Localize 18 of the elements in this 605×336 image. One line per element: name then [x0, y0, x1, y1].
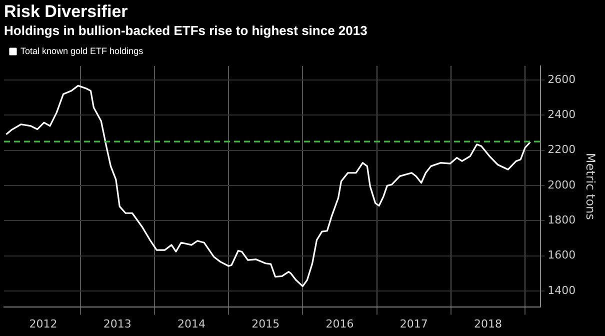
- x-tick-label: 2016: [326, 317, 354, 330]
- y-tick-label: 1800: [548, 214, 576, 227]
- x-tick-label: 2015: [252, 317, 280, 330]
- legend-label: Total known gold ETF holdings: [20, 46, 144, 56]
- x-tick-label: 2012: [29, 317, 58, 330]
- y-tick-label: 2200: [548, 143, 576, 156]
- y-tick-label: 2600: [548, 72, 576, 86]
- x-tick-label: 2013: [103, 317, 132, 330]
- y-tick-label: 1600: [548, 248, 576, 262]
- y-tick-label: 1400: [548, 284, 576, 297]
- x-tick-label: 2018: [474, 317, 502, 330]
- y-tick-label: 2400: [548, 108, 576, 122]
- y-tick-label: 2000: [548, 178, 576, 192]
- chart-title: Risk Diversifier: [4, 2, 128, 21]
- x-tick-label: 2017: [400, 317, 428, 330]
- y-axis-title: Metric tons: [584, 152, 598, 220]
- chart-subtitle: Holdings in bullion-backed ETFs rise to highest since 2013: [4, 22, 368, 38]
- x-tick-label: 2014: [178, 317, 206, 330]
